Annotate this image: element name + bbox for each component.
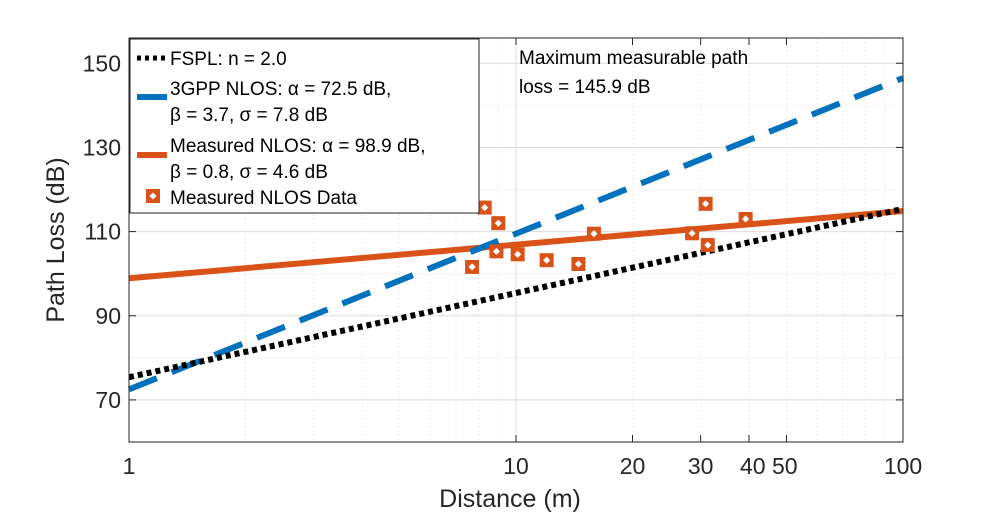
x-axis-label: Distance (m) [439, 485, 581, 513]
y-tick-labels: 70 90 110 130 150 [83, 50, 121, 413]
legend-box [129, 38, 480, 214]
y-tick-label: 70 [95, 387, 121, 413]
data-point-marker-dot [492, 247, 500, 255]
x-tick-labels: 1 10 20 30 40 50 100 [123, 453, 923, 479]
legend-label-measured-line2: β = 0.8, σ = 4.6 dB [170, 162, 328, 183]
data-point-marker-dot [574, 260, 582, 268]
legend-swatch-data-marker-dot [149, 192, 157, 200]
legend-label-3gpp-line1: 3GPP NLOS: α = 72.5 dB, [170, 79, 391, 100]
x-tick-label: 20 [620, 453, 646, 479]
data-point-marker-dot [590, 230, 598, 238]
data-point-marker-dot [494, 219, 502, 227]
legend-label-measured-line1: Measured NLOS: α = 98.9 dB, [170, 136, 425, 157]
series-layer [127, 75, 905, 393]
legend-label-data: Measured NLOS Data [170, 188, 357, 209]
y-axis-label: Path Loss (dB) [42, 157, 70, 322]
data-point-marker-dot [688, 229, 696, 237]
x-tick-label: 10 [503, 453, 529, 479]
data-point-marker-dot [468, 263, 476, 271]
annotation-line-2: loss = 145.9 dB [519, 77, 651, 98]
y-tick-label: 130 [83, 134, 121, 160]
y-tick-label: 150 [83, 50, 121, 76]
series-fspl-line [128, 205, 904, 381]
x-tick-label: 100 [884, 453, 922, 479]
legend-label-fspl: FSPL: n = 2.0 [170, 49, 287, 70]
series-measured-nlos-line [128, 207, 904, 282]
data-point-marker-dot [702, 200, 710, 208]
grid-lines [128, 38, 904, 442]
series-3gpp-nlos-line [127, 75, 905, 393]
data-point-marker-dot [543, 256, 551, 264]
data-point-marker-dot [514, 250, 522, 258]
y-tick-label: 110 [84, 219, 121, 245]
legend: FSPL: n = 2.0 3GPP NLOS: α = 72.5 dB, β … [129, 38, 480, 214]
legend-label-3gpp-line2: β = 3.7, σ = 7.8 dB [170, 105, 328, 126]
x-tick-label: 40 50 [740, 453, 798, 479]
y-tick-label: 90 [95, 303, 121, 329]
data-point-marker-dot [704, 241, 712, 249]
annotation-line-1: Maximum measurable path [519, 48, 748, 69]
x-tick-label: 1 [123, 453, 136, 479]
data-point-marker-dot [481, 204, 489, 212]
x-tick-label: 30 [688, 453, 714, 479]
data-point-marker-dot [742, 215, 750, 223]
